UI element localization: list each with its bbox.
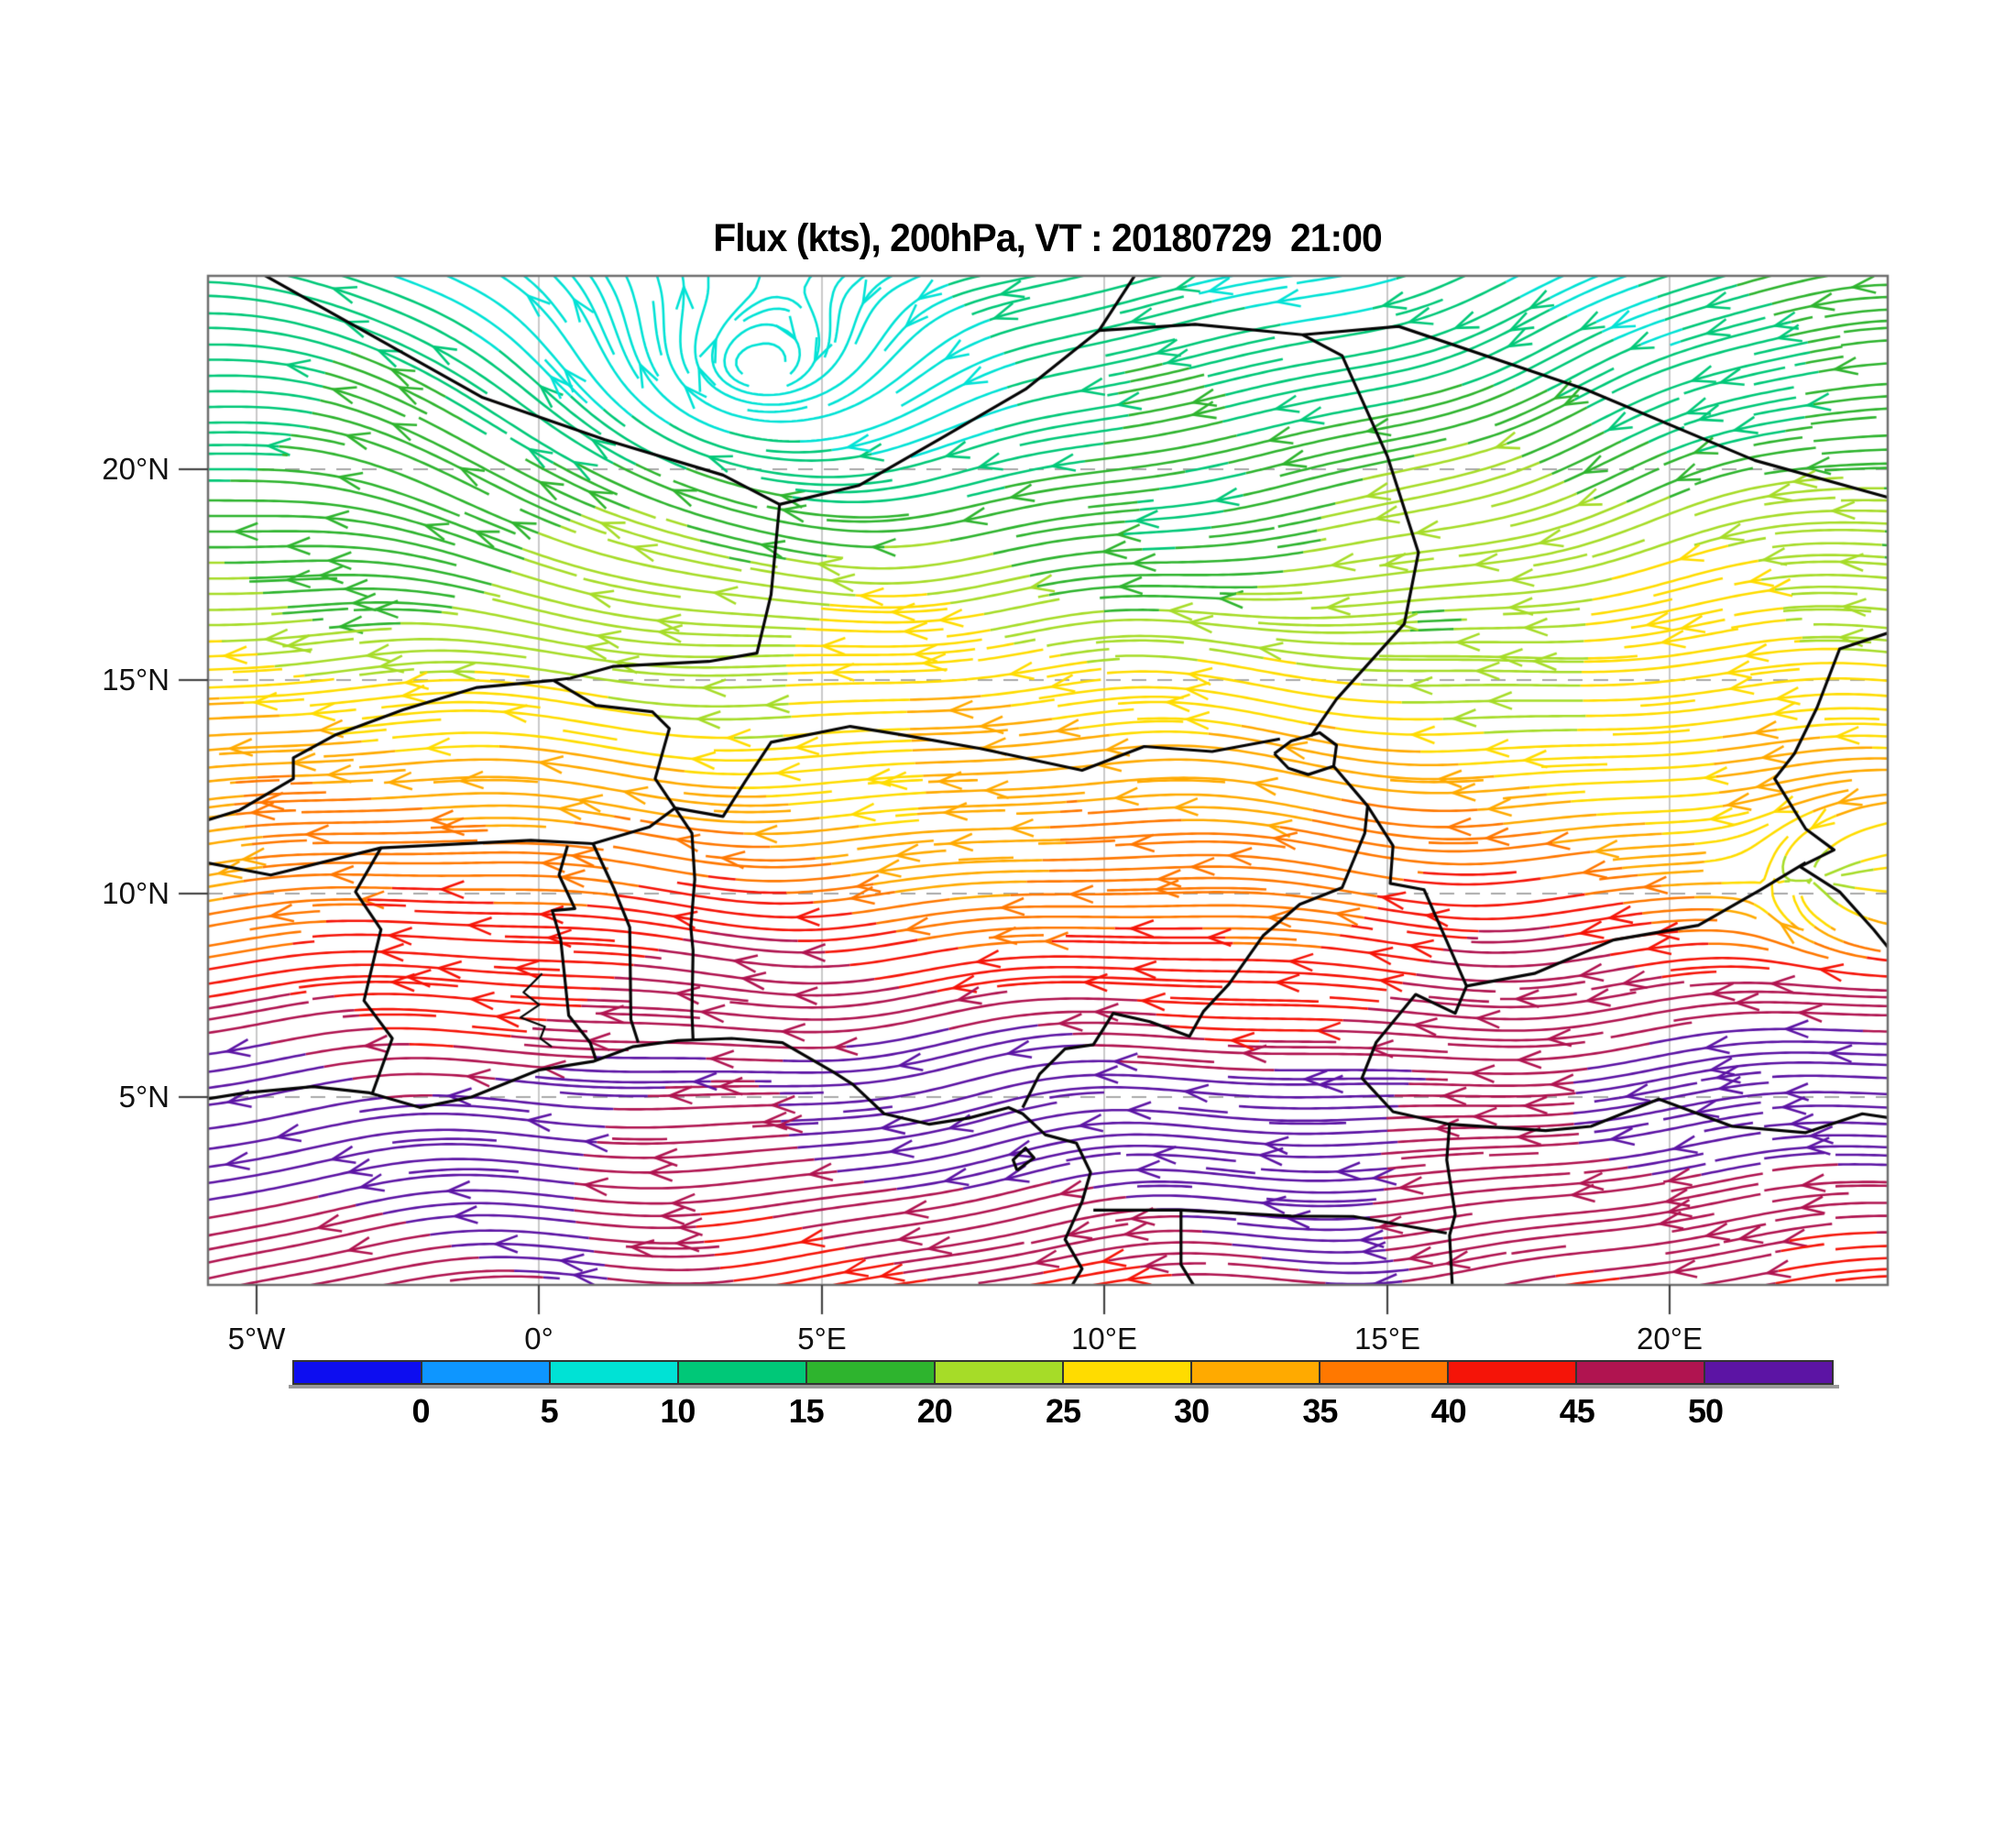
colorbar-strip [292,1360,1834,1385]
lon-tick-label: 20°E [1637,1322,1703,1356]
colorbar-segment [807,1362,936,1383]
lat-tick-label: 10°N [102,876,170,910]
colorbar-segment [1064,1362,1192,1383]
colorbar-tick-label: 40 [1430,1392,1467,1430]
colorbar-segment [1449,1362,1577,1383]
colorbar-tick-label: 30 [1174,1392,1210,1430]
lon-tick-label: 5°W [227,1322,286,1356]
colorbar-segment [551,1362,679,1383]
colorbar-segment [294,1362,422,1383]
colorbar-tick-label: 15 [788,1392,825,1430]
colorbar-segment [679,1362,807,1383]
colorbar-segment [1577,1362,1705,1383]
colorbar-segment [936,1362,1064,1383]
colorbar-tick-label: 20 [916,1392,953,1430]
lat-tick-label: 20°N [102,452,170,486]
colorbar-segment [1705,1362,1832,1383]
colorbar-tick-label: 35 [1302,1392,1338,1430]
lon-tick-label: 5°E [797,1322,847,1356]
colorbar-tick-label: 10 [660,1392,696,1430]
colorbar-tick-label: 0 [411,1392,430,1430]
colorbar-shadow [289,1385,1839,1388]
colorbar-segment [1192,1362,1320,1383]
colorbar-tick-label: 5 [540,1392,559,1430]
lat-tick-label: 5°N [118,1080,170,1114]
colorbar-tick-label: 25 [1045,1392,1081,1430]
colorbar-tick-label: 45 [1559,1392,1595,1430]
colorbar-tick-label: 50 [1687,1392,1724,1430]
lon-tick-label: 0° [524,1322,553,1356]
lat-tick-label: 15°N [102,663,170,697]
colorbar-segment [1320,1362,1449,1383]
lon-tick-label: 15°E [1354,1322,1420,1356]
lon-tick-label: 10°E [1071,1322,1137,1356]
colorbar-segment [422,1362,551,1383]
